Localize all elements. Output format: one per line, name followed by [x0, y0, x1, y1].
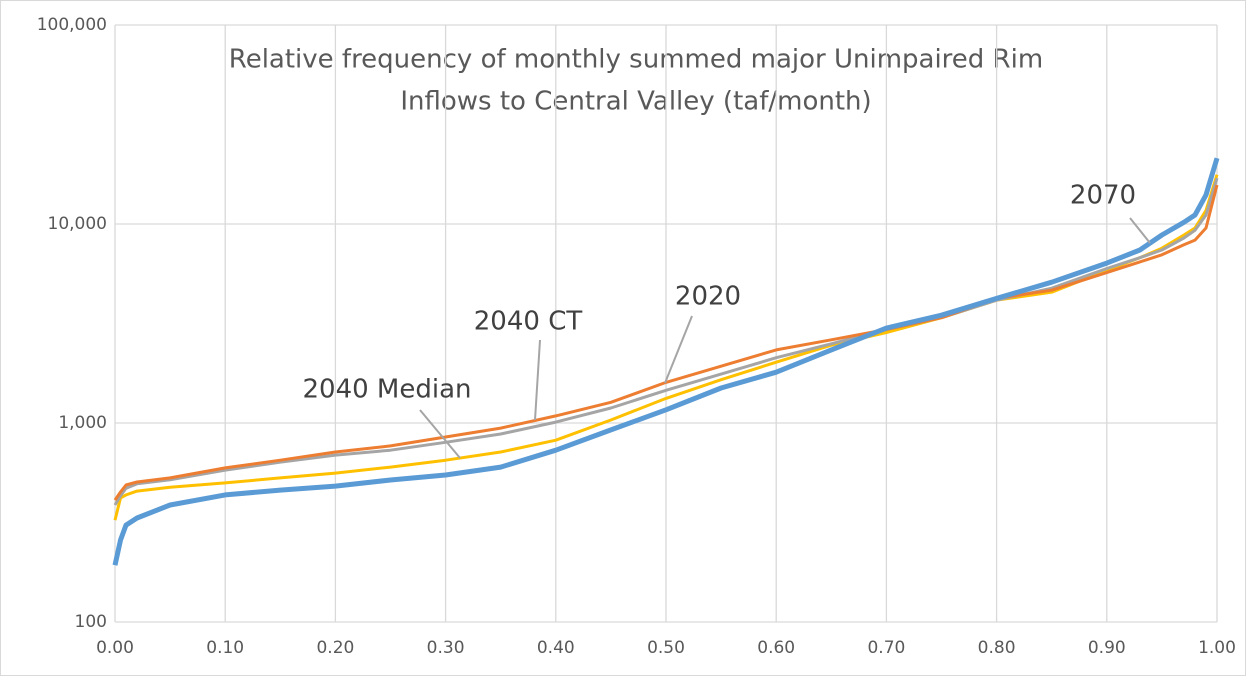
y-tick-label: 10,000: [48, 214, 107, 234]
annotation: 2040 CT: [474, 307, 583, 337]
leader-line: [534, 339, 541, 421]
x-tick-label: 0.00: [96, 638, 134, 658]
x-tick-label: 0.60: [757, 638, 795, 658]
y-tick-label: 100,000: [37, 15, 107, 35]
leader-line: [419, 409, 461, 459]
x-tick-label: 0.80: [978, 638, 1016, 658]
y-tick-label: 100: [75, 612, 107, 632]
series-line: [112, 157, 1220, 566]
x-tick-label: 0.50: [647, 638, 685, 658]
chart-title: Inflows to Central Valley (taf/month): [400, 87, 871, 117]
x-tick-label: 0.40: [537, 638, 575, 658]
x-tick-label: 0.90: [1088, 638, 1126, 658]
leader-line: [1129, 217, 1151, 244]
series-line: [113, 177, 1219, 506]
x-tick-label: 0.10: [206, 638, 244, 658]
annotation: 2020: [675, 282, 741, 312]
chart-title: Relative frequency of monthly summed maj…: [229, 45, 1043, 75]
x-tick-label: 1.00: [1198, 638, 1236, 658]
annotation: 2040 Median: [303, 375, 472, 405]
leader-line: [664, 315, 693, 384]
y-tick-label: 1,000: [58, 413, 107, 433]
x-tick-label: 0.30: [427, 638, 465, 658]
series-line: [113, 184, 1219, 501]
x-tick-label: 0.70: [867, 638, 905, 658]
x-tick-label: 0.20: [316, 638, 354, 658]
annotation: 2070: [1070, 181, 1136, 211]
